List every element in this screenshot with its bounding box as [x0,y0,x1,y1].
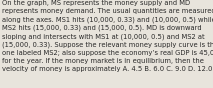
Text: On the graph, MS represents the money supply and MD
represents money demand. The: On the graph, MS represents the money su… [2,0,213,72]
